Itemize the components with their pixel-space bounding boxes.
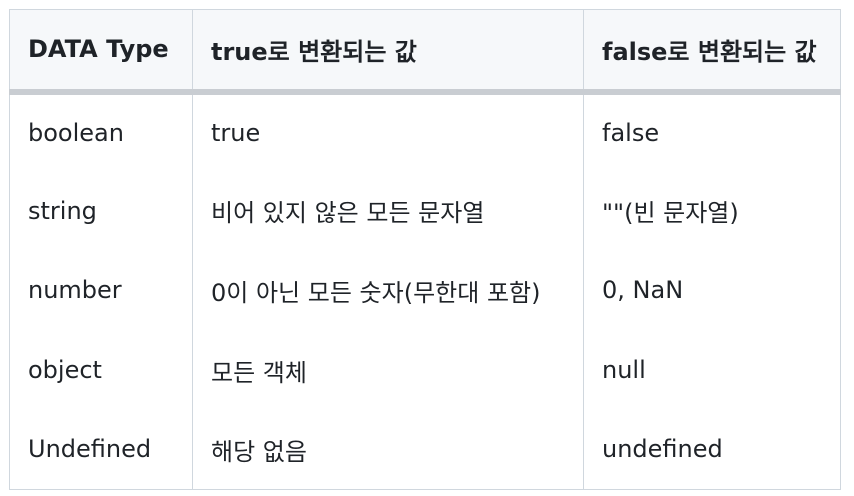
table-row: number 0이 아닌 모든 숫자(무한대 포함) 0, NaN — [9, 250, 841, 331]
table-body: boolean true false string 비어 있지 않은 모든 문자… — [9, 91, 841, 490]
table-header: DATA Type true로 변환되는 값 false로 변환되는 값 — [9, 9, 841, 95]
cell-data-type: string — [9, 171, 193, 251]
cell-false-value: 0, NaN — [583, 250, 841, 331]
table-row: object 모든 객체 null — [9, 330, 841, 410]
cell-data-type: Undefined — [9, 409, 193, 490]
table-row: boolean true false — [9, 91, 841, 172]
cell-true-value: 비어 있지 않은 모든 문자열 — [192, 171, 584, 251]
header-row: DATA Type true로 변환되는 값 false로 변환되는 값 — [9, 9, 841, 95]
cell-false-value: null — [583, 330, 841, 410]
cell-false-value: false — [583, 91, 841, 172]
table-row: string 비어 있지 않은 모든 문자열 ""(빈 문자열) — [9, 171, 841, 251]
cell-data-type: boolean — [9, 91, 193, 172]
header-true-values: true로 변환되는 값 — [192, 9, 584, 95]
cell-true-value: 해당 없음 — [192, 409, 584, 490]
table-row: Undefined 해당 없음 undefined — [9, 409, 841, 490]
cell-data-type: number — [9, 250, 193, 331]
header-data-type: DATA Type — [9, 9, 193, 95]
cell-true-value: 모든 객체 — [192, 330, 584, 410]
cell-true-value: 0이 아닌 모든 숫자(무한대 포함) — [192, 250, 584, 331]
cell-true-value: true — [192, 91, 584, 172]
type-conversion-table: DATA Type true로 변환되는 값 false로 변환되는 값 boo… — [9, 9, 841, 490]
cell-false-value: ""(빈 문자열) — [583, 171, 841, 251]
conversion-table-container: DATA Type true로 변환되는 값 false로 변환되는 값 boo… — [9, 9, 841, 494]
header-false-values: false로 변환되는 값 — [583, 9, 841, 95]
cell-false-value: undefined — [583, 409, 841, 490]
cell-data-type: object — [9, 330, 193, 410]
